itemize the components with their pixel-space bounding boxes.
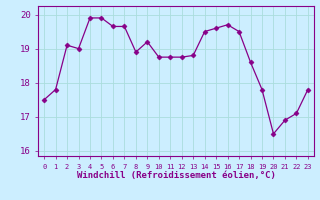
X-axis label: Windchill (Refroidissement éolien,°C): Windchill (Refroidissement éolien,°C) <box>76 171 276 180</box>
